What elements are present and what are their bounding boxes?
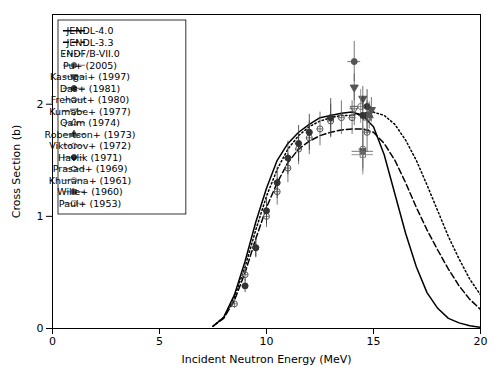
svg-text:5: 5: [156, 335, 163, 348]
svg-text:15: 15: [367, 335, 381, 348]
svg-text:JENDL-4.0: JENDL-4.0: [66, 25, 114, 36]
svg-text:10: 10: [260, 335, 274, 348]
svg-text:Qaim (1974): Qaim (1974): [60, 117, 120, 128]
svg-text:Cross Section (b): Cross Section (b): [10, 125, 23, 219]
svg-text:Robertson+ (1973): Robertson+ (1973): [45, 129, 136, 140]
svg-text:Paul+ (1953): Paul+ (1953): [59, 198, 121, 209]
svg-text:Havlik (1971): Havlik (1971): [58, 152, 122, 163]
svg-text:1: 1: [37, 210, 44, 223]
svg-text:Prasad+ (1969): Prasad+ (1969): [53, 163, 128, 174]
svg-text:0: 0: [37, 322, 44, 335]
svg-text:Pu+ (2005): Pu+ (2005): [63, 60, 117, 71]
svg-text:ENDF/B-VII.0: ENDF/B-VII.0: [60, 48, 120, 59]
svg-text:0: 0: [49, 335, 56, 348]
svg-text:JENDL-3.3: JENDL-3.3: [66, 37, 114, 48]
svg-text:Incident Neutron Energy (MeV): Incident Neutron Energy (MeV): [182, 353, 352, 366]
svg-text:Kasugai+ (1997): Kasugai+ (1997): [50, 71, 130, 82]
svg-text:Viktorov+ (1972): Viktorov+ (1972): [49, 140, 131, 151]
svg-text:Das+ (1981): Das+ (1981): [60, 83, 121, 94]
svg-text:Frehaut+ (1980): Frehaut+ (1980): [51, 94, 129, 105]
svg-text:2: 2: [37, 98, 44, 111]
svg-text:20: 20: [474, 335, 488, 348]
svg-text:Wille+ (1960): Wille+ (1960): [57, 186, 123, 197]
svg-text:Kumabe+ (1977): Kumabe+ (1977): [49, 106, 130, 117]
svg-text:Khurana+ (1961): Khurana+ (1961): [49, 175, 131, 186]
